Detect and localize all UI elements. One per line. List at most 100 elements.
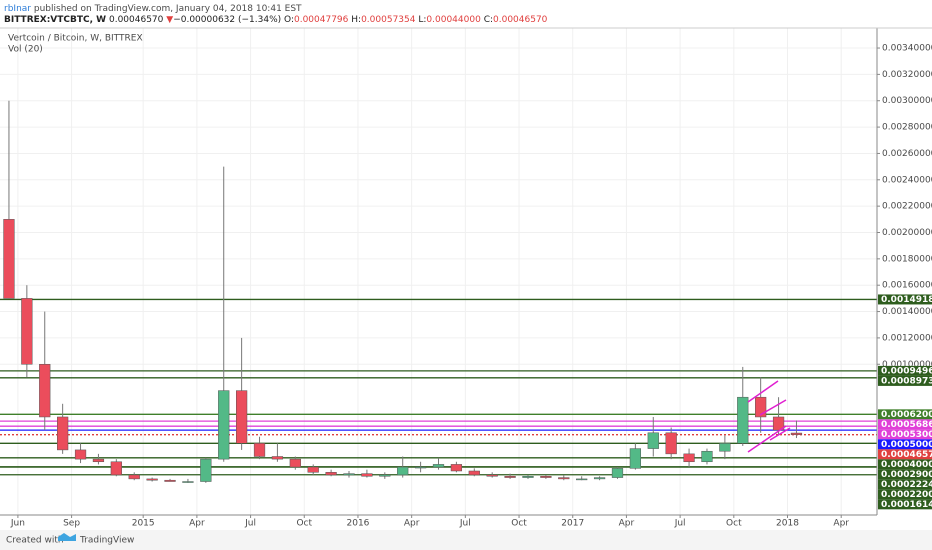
candle-body	[540, 476, 552, 478]
channel-line	[747, 425, 787, 453]
level-label: 0.00046570	[881, 450, 932, 460]
candle-body	[307, 466, 319, 473]
y-tick-label: 0.00260000	[882, 149, 932, 159]
candle-body	[128, 474, 140, 480]
level-label: 0.00056865	[881, 420, 932, 430]
level-label-box	[878, 459, 932, 470]
footer-created: Created with	[6, 536, 64, 546]
level-label-box	[878, 449, 932, 460]
candle-body	[325, 472, 337, 476]
x-tick-label: Jun	[10, 519, 25, 529]
candle-body	[200, 458, 212, 482]
candle-body	[737, 396, 749, 444]
y-tick-label: 0.00280000	[882, 123, 932, 133]
y-tick-label: 0.00300000	[882, 96, 932, 106]
x-tick-label: 2018	[776, 519, 799, 529]
level-label-box	[878, 409, 932, 420]
candle-body	[629, 448, 641, 469]
c-key: C:	[484, 15, 493, 25]
candle-body	[74, 449, 87, 460]
x-tick-label: 2015	[132, 519, 155, 529]
candle-body	[164, 479, 176, 482]
chart-title: Vertcoin / Bitcoin, W, BITTREX	[8, 34, 143, 44]
level-label-box	[878, 469, 932, 480]
channel-line	[769, 427, 791, 441]
candle-body	[253, 443, 266, 457]
candle-body	[271, 456, 284, 460]
candle-body	[719, 443, 731, 452]
o-key: O:	[284, 15, 294, 25]
candle-body	[665, 432, 677, 455]
x-tick-label: Apr	[404, 519, 420, 529]
level-label-box	[878, 375, 932, 386]
h-key: H:	[351, 15, 361, 25]
publisher[interactable]: rbInar	[4, 4, 31, 14]
level-label-box	[878, 365, 932, 376]
level-label-box	[878, 479, 932, 490]
level-label-box	[878, 439, 932, 450]
c-value: 0.00046570	[493, 15, 548, 25]
x-tick-label: Oct	[511, 519, 527, 529]
candle-body	[522, 476, 534, 478]
candle-body	[289, 458, 301, 468]
candle-body	[57, 416, 69, 451]
x-tick-label: Jul	[674, 519, 686, 529]
candle-body	[772, 416, 785, 431]
candle-body	[414, 466, 427, 469]
level-label: 0.00149187	[881, 295, 932, 305]
candle-body	[236, 390, 248, 444]
candle-body	[343, 473, 355, 476]
candle-body	[558, 477, 570, 480]
y-tick-label: 0.00100000	[882, 360, 932, 370]
published: published on TradingView.com, January 04…	[34, 4, 302, 14]
channel-drawing	[747, 380, 791, 453]
y-tick-label: 0.00120000	[882, 333, 932, 343]
y-tick-label: 0.00200000	[882, 228, 932, 238]
level-label: 0.00089733	[881, 376, 932, 386]
x-tick-label: Apr	[833, 519, 849, 529]
candle-body	[504, 476, 516, 478]
change: −0.00000632 (−1.34%)	[173, 15, 281, 25]
x-tick-label: 2016	[347, 519, 370, 529]
candle-body	[468, 470, 480, 476]
level-label: 0.00016146	[881, 500, 932, 510]
change-arrow: ▼	[166, 15, 173, 25]
footer-brand[interactable]: TradingView	[79, 536, 134, 546]
x-tick-label: Oct	[296, 519, 312, 529]
y-tick-label: 0.00220000	[882, 202, 932, 212]
candle-body	[397, 466, 409, 476]
l-value: 0.00044000	[426, 15, 481, 25]
candle-body	[218, 390, 230, 460]
x-tick-label: Oct	[726, 519, 742, 529]
candle-body	[3, 219, 15, 299]
x-tick-label: 2017	[561, 519, 584, 529]
candle-body	[110, 461, 122, 476]
y-tick-label: 0.00140000	[882, 307, 932, 317]
y-tick-label: 0.00160000	[882, 281, 932, 291]
candle-body	[450, 464, 463, 472]
candle-body	[39, 364, 51, 418]
h-value: 0.00057354	[361, 15, 416, 25]
y-tick-label: 0.00320000	[882, 70, 932, 80]
x-tick-label: Jul	[459, 519, 471, 529]
x-tick-label: Apr	[619, 519, 635, 529]
candle-body	[486, 474, 498, 477]
candle-body	[755, 396, 767, 418]
candle-body	[146, 478, 158, 481]
y-tick-label: 0.00240000	[882, 175, 932, 185]
candle-body	[92, 458, 105, 463]
candle-body	[790, 432, 803, 435]
x-tick-label: Apr	[189, 519, 205, 529]
candle-body	[683, 453, 695, 463]
plot	[0, 28, 877, 515]
candle-body	[21, 298, 33, 365]
level-label-box	[878, 489, 932, 500]
level-label-box	[878, 294, 932, 305]
candle-body	[593, 477, 606, 480]
